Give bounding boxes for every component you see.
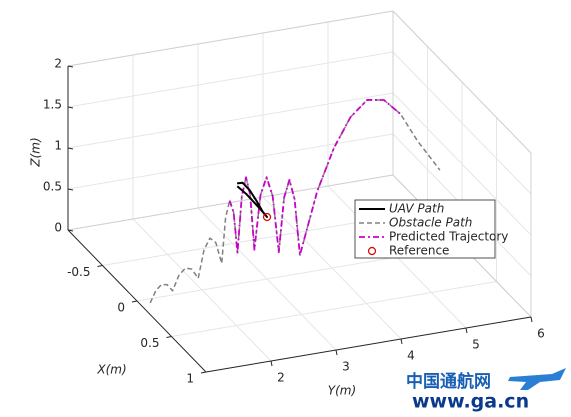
z-tick-label: 2 — [54, 57, 62, 71]
grid-line — [171, 281, 497, 337]
z-tick — [67, 65, 74, 68]
grid-line — [67, 51, 394, 108]
series-line — [149, 99, 441, 304]
z-tick-label: 1.5 — [43, 98, 62, 112]
watermark-url: www.ga.cn — [412, 391, 529, 413]
y-tick — [400, 338, 403, 345]
x-tick — [97, 265, 103, 267]
y-tick — [335, 349, 338, 356]
grid-line — [262, 196, 402, 340]
grid-line — [67, 92, 394, 149]
box-edge — [67, 10, 394, 67]
x-tick-label: 0 — [117, 301, 125, 315]
z-tick — [67, 106, 74, 109]
y-tick-label: 6 — [537, 327, 545, 341]
watermark-name: 中国通航网 — [406, 371, 491, 392]
y-tick — [270, 360, 273, 367]
y-tick-label: 3 — [342, 360, 350, 374]
legend-label: Reference — [389, 244, 449, 258]
reference-marker — [262, 212, 272, 222]
z-tick-label: 1 — [54, 139, 62, 153]
y-tick — [530, 316, 533, 323]
z-tick-label: 0.5 — [43, 180, 62, 194]
x-tick-label: -0.5 — [67, 265, 90, 279]
x-axis-label: X(m) — [96, 363, 126, 377]
z-tick — [67, 229, 74, 232]
z-tick — [67, 147, 74, 150]
legend-label: Obstacle Path — [389, 216, 472, 230]
grid-line — [132, 218, 272, 362]
x-tick — [131, 300, 138, 303]
y-tick-label: 5 — [472, 338, 480, 352]
grid-line — [67, 133, 394, 190]
y-tick — [465, 327, 468, 334]
z-axis-label: Z(m) — [29, 137, 43, 167]
series-line — [236, 181, 268, 218]
z-tick — [67, 188, 74, 191]
legend-label: UAV Path — [389, 202, 444, 216]
y-axis-label: Y(m) — [328, 384, 356, 398]
box-edge — [392, 10, 532, 154]
y-tick-label: 4 — [407, 349, 415, 363]
x-tick-label: 0.5 — [140, 336, 159, 350]
watermark-plane — [508, 368, 566, 390]
grid-line — [197, 207, 337, 351]
legend-marker — [367, 246, 377, 256]
z-tick-label: 0 — [54, 221, 62, 235]
grid-line — [392, 51, 532, 195]
x-tick-label: 1 — [186, 372, 194, 386]
legend-label: Predicted Trajectory — [389, 230, 508, 244]
y-tick-label: 2 — [277, 371, 285, 385]
x-tick — [166, 336, 172, 338]
grid-line — [392, 92, 532, 236]
y-axis-line — [205, 316, 532, 373]
x-tick — [200, 371, 207, 374]
